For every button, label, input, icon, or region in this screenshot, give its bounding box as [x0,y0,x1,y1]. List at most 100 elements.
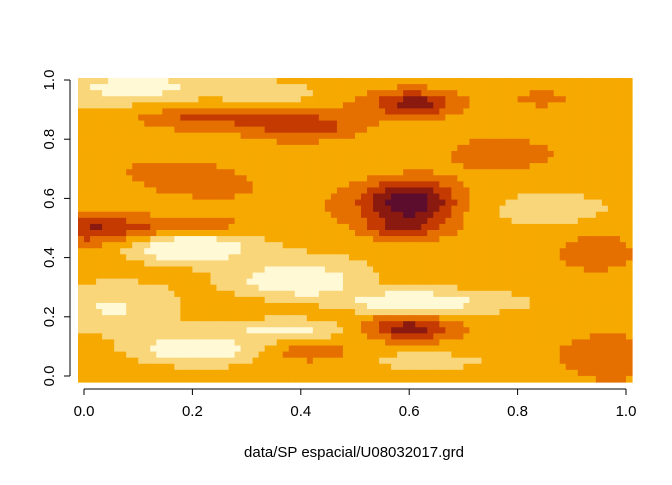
heatmap-cell [475,175,483,182]
heatmap-cell [373,266,380,274]
heatmap-cell [559,278,567,286]
heatmap-cell [391,138,398,146]
heatmap-cell [391,242,398,249]
heatmap-cell [246,375,254,383]
heatmap-cell [553,375,561,383]
heatmap-cell [451,339,458,347]
heatmap-cell [348,248,356,255]
heatmap-cell [619,357,627,365]
heatmap-cell [198,175,206,182]
heatmap-cell [361,363,368,371]
heatmap-cell [421,96,428,103]
heatmap-cell [559,175,567,182]
heatmap-cell [559,242,567,249]
heatmap-cell [619,345,627,353]
heatmap-cell [439,114,446,122]
heatmap-cell [511,248,519,255]
heatmap-cell [168,205,175,213]
heatmap-cell [409,236,416,243]
heatmap-cell [138,357,145,365]
heatmap-cell [120,351,127,359]
heatmap-cell [541,321,549,328]
heatmap-cell [330,290,338,298]
heatmap-cell [222,114,230,122]
heatmap-cell [108,96,115,103]
heatmap-cell [114,96,121,103]
heatmap-cell [517,375,525,383]
heatmap-cell [517,230,525,237]
heatmap-cell [355,217,362,225]
heatmap-cell [204,205,212,213]
heatmap-cell [300,205,308,213]
heatmap-cell [565,169,573,176]
heatmap-cell [198,138,206,146]
heatmap-cell [192,363,200,371]
heatmap-cell [355,120,362,128]
heatmap-cell [330,187,338,195]
heatmap-cell [421,236,428,243]
heatmap-cell [252,114,260,122]
heatmap-cell [162,144,169,152]
heatmap-cell [619,266,627,274]
heatmap-cell [463,120,471,128]
heatmap-cell [505,84,513,91]
heatmap-cell [162,102,169,109]
heatmap-cell [559,351,567,359]
heatmap-cell [601,163,609,170]
heatmap-cell [463,284,471,292]
heatmap-cell [379,169,386,176]
heatmap-cell [324,175,332,182]
heatmap-cell [361,84,368,91]
heatmap-cell [240,217,248,225]
heatmap-cell [475,284,483,292]
heatmap-cell [102,157,109,164]
heatmap-cell [451,272,458,280]
heatmap-cell [571,333,579,341]
heatmap-cell [324,114,332,122]
heatmap-cell [595,339,603,347]
heatmap-cell [156,114,163,122]
heatmap-cell [216,242,224,249]
heatmap-cell [481,181,489,189]
heatmap-cell [216,278,224,286]
heatmap-cell [415,96,422,103]
heatmap-cell [379,302,386,310]
heatmap-cell [517,302,525,310]
heatmap-cell [433,266,440,274]
heatmap-cell [324,345,332,353]
heatmap-cell [433,169,440,176]
heatmap-cell [156,181,163,189]
heatmap-cell [577,187,585,195]
heatmap-cell [523,90,531,97]
heatmap-cell [373,357,380,365]
heatmap-cell [397,309,404,316]
heatmap-cell [174,175,181,182]
heatmap-cell [174,150,181,158]
heatmap-cell [541,254,549,261]
heatmap-cell [78,132,85,140]
heatmap-cell [216,193,224,201]
heatmap-cell [457,193,464,201]
heatmap-cell [252,339,260,347]
heatmap-cell [577,223,585,231]
heatmap-cell [583,230,591,237]
heatmap-cell [276,339,284,347]
heatmap-cell [138,78,145,85]
heatmap-cell [613,363,621,371]
heatmap-cell [565,126,573,134]
heatmap-cell [445,144,452,152]
heatmap-cell [234,193,242,201]
heatmap-cell [234,205,242,213]
heatmap-cell [511,357,519,365]
heatmap-cell [505,327,513,334]
heatmap-cell [126,254,133,261]
heatmap-cell [96,108,103,116]
heatmap-cell [445,205,452,213]
heatmap-cell [162,266,169,274]
heatmap-cell [210,302,218,310]
heatmap-cell [583,236,591,243]
heatmap-cell [336,169,344,176]
heatmap-cell [595,84,603,91]
heatmap-cell [276,321,284,328]
heatmap-cell [210,223,218,231]
